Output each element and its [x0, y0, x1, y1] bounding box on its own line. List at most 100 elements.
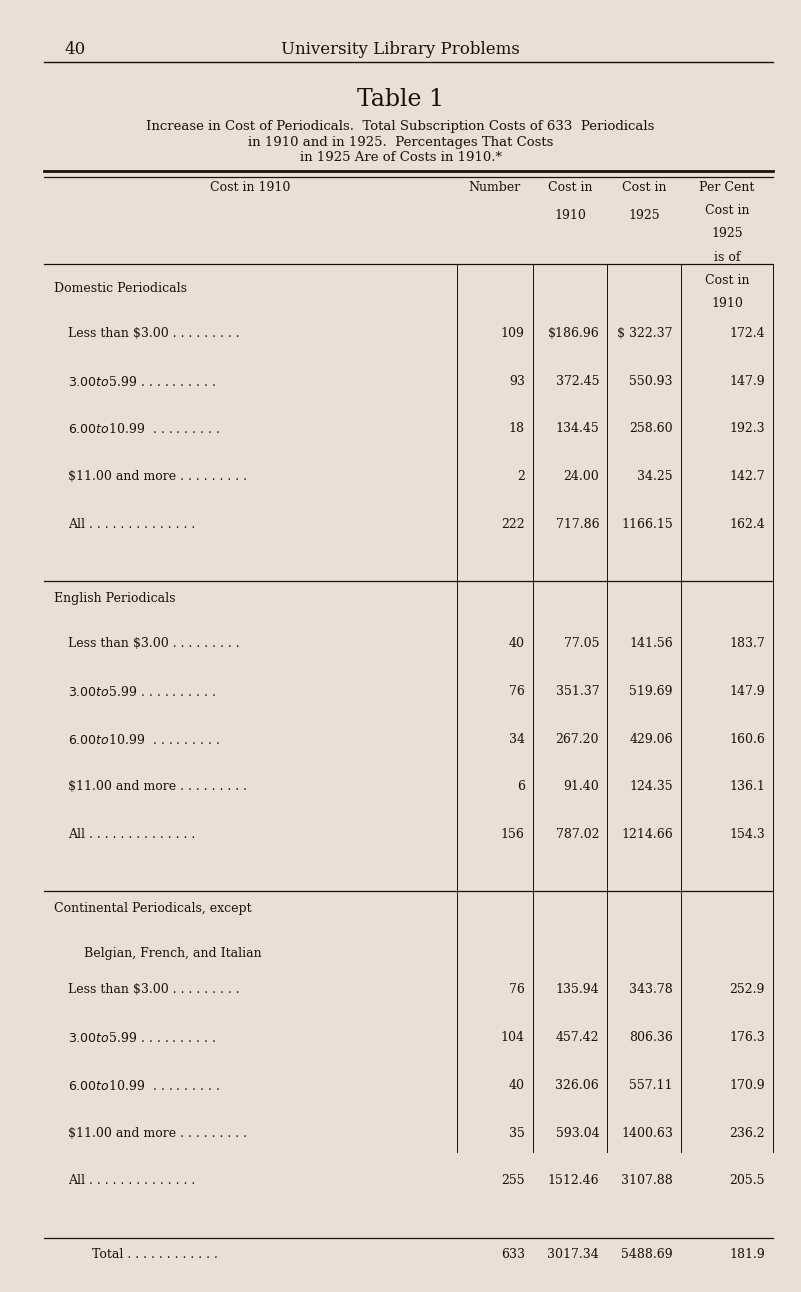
Text: $3.00 to $5.99 . . . . . . . . . .: $3.00 to $5.99 . . . . . . . . . .	[68, 685, 216, 699]
Text: Belgian, French, and Italian: Belgian, French, and Italian	[84, 947, 262, 960]
Text: 147.9: 147.9	[730, 685, 765, 698]
Text: 519.69: 519.69	[630, 685, 673, 698]
Text: 3017.34: 3017.34	[547, 1248, 599, 1261]
Text: 35: 35	[509, 1127, 525, 1140]
Text: Continental Periodicals, except: Continental Periodicals, except	[54, 902, 252, 915]
Text: Less than $3.00 . . . . . . . . .: Less than $3.00 . . . . . . . . .	[68, 327, 239, 340]
Text: Per Cent: Per Cent	[699, 181, 755, 194]
Text: Cost in: Cost in	[705, 204, 749, 217]
Text: 91.40: 91.40	[563, 780, 599, 793]
Text: Less than $3.00 . . . . . . . . .: Less than $3.00 . . . . . . . . .	[68, 637, 239, 650]
Text: University Library Problems: University Library Problems	[281, 41, 520, 58]
Text: $6.00 to $10.99  . . . . . . . . .: $6.00 to $10.99 . . . . . . . . .	[68, 733, 220, 747]
Text: $6.00 to $10.99  . . . . . . . . .: $6.00 to $10.99 . . . . . . . . .	[68, 422, 220, 437]
Text: 1910: 1910	[711, 297, 743, 310]
Text: 252.9: 252.9	[730, 983, 765, 996]
Text: 326.06: 326.06	[555, 1079, 599, 1092]
Text: 34.25: 34.25	[638, 470, 673, 483]
Text: 717.86: 717.86	[556, 518, 599, 531]
Text: Domestic Periodicals: Domestic Periodicals	[54, 282, 187, 295]
Text: 236.2: 236.2	[730, 1127, 765, 1140]
Text: $ 322.37: $ 322.37	[618, 327, 673, 340]
Text: 3107.88: 3107.88	[621, 1174, 673, 1187]
Text: Increase in Cost of Periodicals.  Total Subscription Costs of 633  Periodicals: Increase in Cost of Periodicals. Total S…	[147, 120, 654, 133]
Text: 109: 109	[501, 327, 525, 340]
Text: 176.3: 176.3	[729, 1031, 765, 1044]
Text: 205.5: 205.5	[730, 1174, 765, 1187]
Text: Cost in: Cost in	[622, 181, 666, 194]
Text: 18: 18	[509, 422, 525, 435]
Text: Cost in: Cost in	[548, 181, 592, 194]
Text: 2: 2	[517, 470, 525, 483]
Text: 141.56: 141.56	[629, 637, 673, 650]
Text: in 1910 and in 1925.  Percentages That Costs: in 1910 and in 1925. Percentages That Co…	[248, 136, 553, 149]
Text: 806.36: 806.36	[629, 1031, 673, 1044]
Text: 1512.46: 1512.46	[548, 1174, 599, 1187]
Text: 40: 40	[509, 1079, 525, 1092]
Text: 34: 34	[509, 733, 525, 745]
Text: 147.9: 147.9	[730, 375, 765, 388]
Text: 222: 222	[501, 518, 525, 531]
Text: is of: is of	[714, 251, 740, 264]
Text: 6: 6	[517, 780, 525, 793]
Text: 1166.15: 1166.15	[621, 518, 673, 531]
Text: 172.4: 172.4	[730, 327, 765, 340]
Text: 124.35: 124.35	[630, 780, 673, 793]
Text: 93: 93	[509, 375, 525, 388]
Text: 134.45: 134.45	[555, 422, 599, 435]
Text: Number: Number	[469, 181, 521, 194]
Text: $11.00 and more . . . . . . . . .: $11.00 and more . . . . . . . . .	[68, 470, 247, 483]
Text: 1925: 1925	[711, 227, 743, 240]
Text: 135.94: 135.94	[556, 983, 599, 996]
Text: 429.06: 429.06	[630, 733, 673, 745]
Text: 1910: 1910	[554, 209, 586, 222]
Text: 40: 40	[64, 41, 86, 58]
Text: 343.78: 343.78	[629, 983, 673, 996]
Text: 156: 156	[501, 828, 525, 841]
Text: 550.93: 550.93	[630, 375, 673, 388]
Text: All . . . . . . . . . . . . . .: All . . . . . . . . . . . . . .	[68, 518, 195, 531]
Text: 160.6: 160.6	[729, 733, 765, 745]
Text: $11.00 and more . . . . . . . . .: $11.00 and more . . . . . . . . .	[68, 1127, 247, 1140]
Text: 192.3: 192.3	[730, 422, 765, 435]
Text: 351.37: 351.37	[556, 685, 599, 698]
Text: 255: 255	[501, 1174, 525, 1187]
Text: Total . . . . . . . . . . . .: Total . . . . . . . . . . . .	[92, 1248, 218, 1261]
Text: 76: 76	[509, 983, 525, 996]
Text: 183.7: 183.7	[729, 637, 765, 650]
Text: 142.7: 142.7	[730, 470, 765, 483]
Text: $11.00 and more . . . . . . . . .: $11.00 and more . . . . . . . . .	[68, 780, 247, 793]
Text: 1214.66: 1214.66	[621, 828, 673, 841]
Text: $186.96: $186.96	[547, 327, 599, 340]
Text: 633: 633	[501, 1248, 525, 1261]
Text: English Periodicals: English Periodicals	[54, 592, 175, 605]
Text: 170.9: 170.9	[730, 1079, 765, 1092]
Text: 1400.63: 1400.63	[621, 1127, 673, 1140]
Text: 162.4: 162.4	[729, 518, 765, 531]
Text: 76: 76	[509, 685, 525, 698]
Text: Less than $3.00 . . . . . . . . .: Less than $3.00 . . . . . . . . .	[68, 983, 239, 996]
Text: Table 1: Table 1	[357, 88, 444, 111]
Text: 104: 104	[501, 1031, 525, 1044]
Text: $3.00 to $5.99 . . . . . . . . . .: $3.00 to $5.99 . . . . . . . . . .	[68, 375, 216, 389]
Text: 40: 40	[509, 637, 525, 650]
Text: 1925: 1925	[628, 209, 660, 222]
Text: $6.00 to $10.99  . . . . . . . . .: $6.00 to $10.99 . . . . . . . . .	[68, 1079, 220, 1093]
Text: Cost in 1910: Cost in 1910	[210, 181, 291, 194]
Text: 5488.69: 5488.69	[622, 1248, 673, 1261]
Text: 457.42: 457.42	[556, 1031, 599, 1044]
Text: 24.00: 24.00	[563, 470, 599, 483]
Text: 372.45: 372.45	[556, 375, 599, 388]
Text: 593.04: 593.04	[556, 1127, 599, 1140]
Text: 787.02: 787.02	[556, 828, 599, 841]
Text: 181.9: 181.9	[729, 1248, 765, 1261]
Text: $3.00 to $5.99 . . . . . . . . . .: $3.00 to $5.99 . . . . . . . . . .	[68, 1031, 216, 1045]
Text: 267.20: 267.20	[556, 733, 599, 745]
Text: 557.11: 557.11	[630, 1079, 673, 1092]
Text: 136.1: 136.1	[729, 780, 765, 793]
Text: All . . . . . . . . . . . . . .: All . . . . . . . . . . . . . .	[68, 1174, 195, 1187]
Text: in 1925 Are of Costs in 1910.*: in 1925 Are of Costs in 1910.*	[300, 151, 501, 164]
Text: Cost in: Cost in	[705, 274, 749, 287]
Text: 258.60: 258.60	[630, 422, 673, 435]
Text: 154.3: 154.3	[729, 828, 765, 841]
